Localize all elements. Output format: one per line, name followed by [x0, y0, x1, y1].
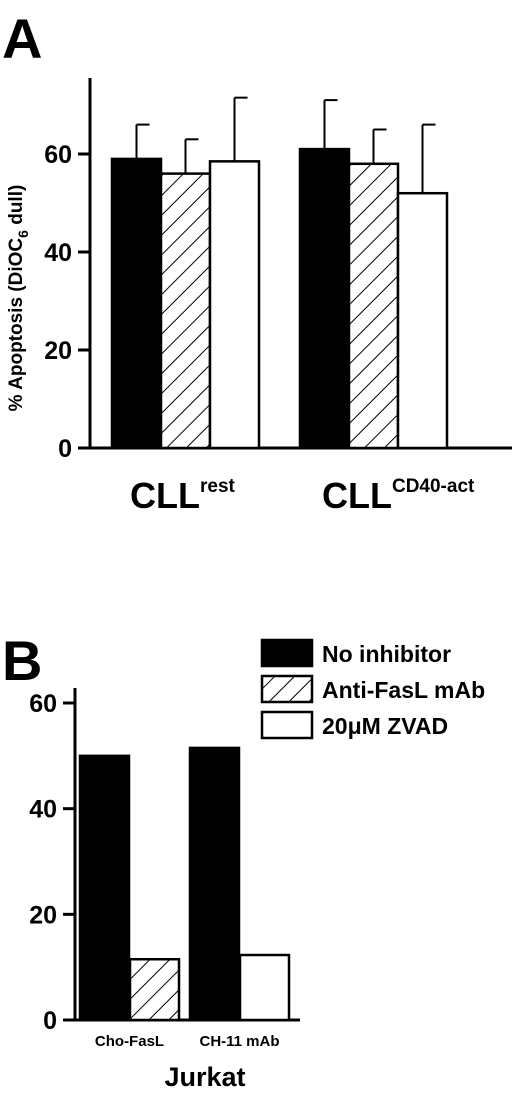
category-base: CLL	[130, 475, 200, 516]
bar-no-inhibitor-0	[78, 754, 131, 1022]
legend-label-20-m-zvad: 20μM ZVAD	[322, 713, 448, 739]
panel-a-y-ticks: 0 20 40 60	[44, 141, 90, 463]
y-tick-label: 0	[43, 1007, 57, 1035]
y-axis-label: % Apoptosis (DiOC6 dull)	[6, 185, 31, 412]
category-superscript: rest	[200, 476, 236, 497]
panel-b-categories: Cho-FasL CH-11 mAb	[95, 1033, 280, 1050]
panel-a-label: A	[2, 7, 42, 70]
category-base: CLL	[322, 475, 392, 516]
bar-anti-fasl-mab-1	[347, 162, 400, 450]
category-label-1: CLLCD40-act	[322, 475, 475, 516]
bar-20-m-zvad-1	[238, 953, 291, 1022]
y-tick-label: 0	[58, 435, 72, 463]
panel-a-error-bars	[135, 96, 436, 194]
y-tick-label: 40	[29, 796, 57, 824]
bar-no-inhibitor-1	[188, 746, 241, 1022]
bar-anti-fasl-mab-0	[159, 172, 212, 450]
y-tick-label: 60	[44, 141, 72, 169]
bar-anti-fasl-mab-0	[128, 957, 181, 1022]
y-tick-label: 40	[44, 239, 72, 267]
bar-20-m-zvad-0	[208, 160, 261, 450]
panel-a-categories: CLLrest CLLCD40-act	[130, 475, 475, 516]
legend: No inhibitor Anti-FasL mAb 20μM ZVAD	[260, 638, 485, 740]
y-tick-label: 20	[44, 337, 72, 365]
category-label-0: CLLrest	[130, 475, 236, 516]
panel-a-bars	[110, 147, 449, 450]
y-tick-label: 60	[29, 690, 57, 718]
y-tick-label: 20	[29, 901, 57, 929]
legend-label-anti-fasl-mab: Anti-FasL mAb	[322, 677, 485, 703]
x-axis-label: Jurkat	[164, 1062, 245, 1092]
panel-b: B 0 20 40 60 Cho-FasL CH-11 mAb No inhibitor…	[2, 629, 485, 1092]
legend-label-no-inhibitor: No inhibitor	[322, 641, 451, 667]
bar-no-inhibitor-0	[110, 157, 163, 450]
category-label-0: Cho-FasL	[95, 1033, 164, 1050]
panel-a-y-axis-label: % Apoptosis (DiOC6 dull)	[6, 185, 31, 412]
bar-no-inhibitor-1	[298, 147, 351, 450]
category-label-1: CH-11 mAb	[199, 1033, 279, 1050]
legend-swatch-no-inhibitor	[260, 638, 314, 668]
panel-b-bars	[78, 746, 291, 1022]
category-superscript: CD40-act	[392, 476, 475, 497]
legend-swatch-20-m-zvad	[260, 710, 314, 740]
bar-20-m-zvad-1	[396, 191, 449, 450]
panel-b-y-ticks: 0 20 40 60	[29, 690, 75, 1035]
legend-swatch-anti-fasl-mab	[260, 674, 314, 704]
panel-b-label: B	[2, 629, 42, 692]
